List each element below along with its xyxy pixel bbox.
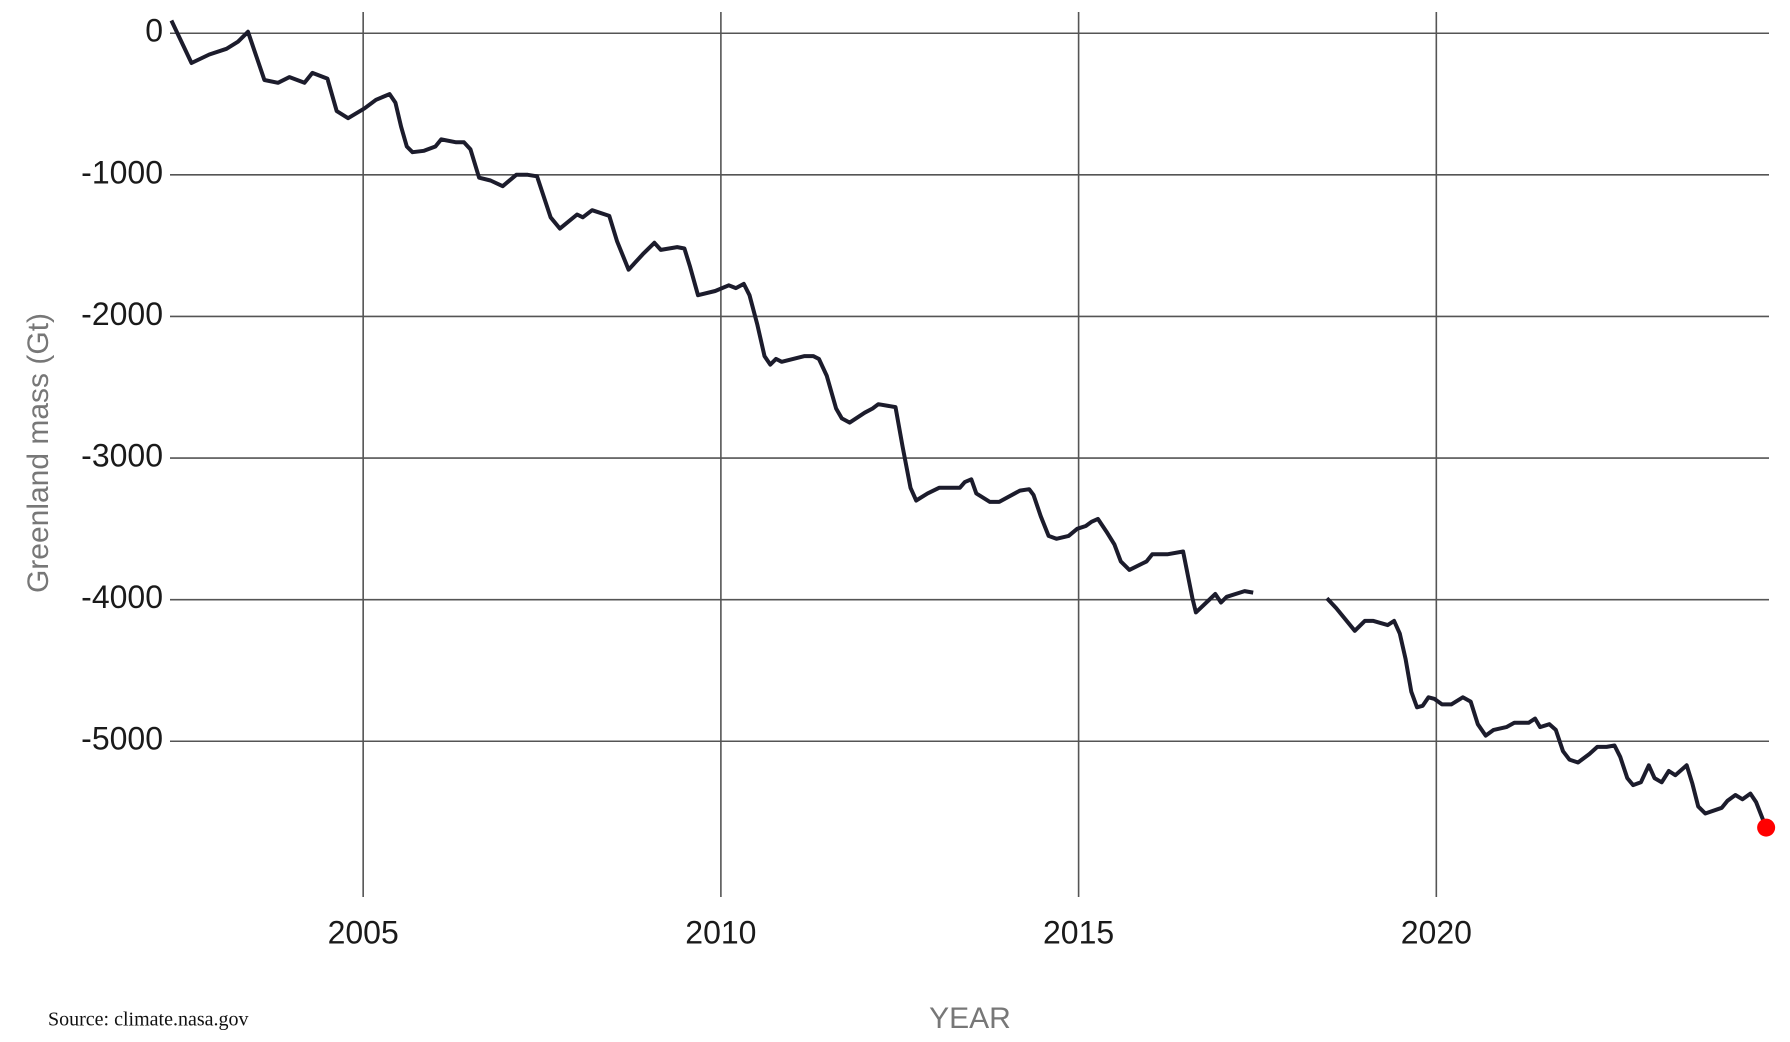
y-tick-label: -3000 [81, 437, 163, 473]
y-tick-label: -4000 [81, 579, 163, 615]
x-tick-label: 2020 [1401, 914, 1472, 950]
x-tick-label: 2010 [685, 914, 756, 950]
x-tick-label: 2015 [1043, 914, 1114, 950]
y-axis-label: Greenland mass (Gt) [22, 313, 55, 593]
last-point [1757, 818, 1776, 837]
data-line [169, 19, 1768, 829]
source-note: Source: climate.nasa.gov [48, 1009, 249, 1031]
y-tick-label: -1000 [81, 154, 163, 190]
y-tick-label: -5000 [81, 721, 163, 757]
x-axis-label: YEAR [929, 1002, 1011, 1035]
y-tick-label: 0 [145, 13, 163, 49]
y-tick-label: -2000 [81, 296, 163, 332]
x-tick-label: 2005 [328, 914, 399, 950]
